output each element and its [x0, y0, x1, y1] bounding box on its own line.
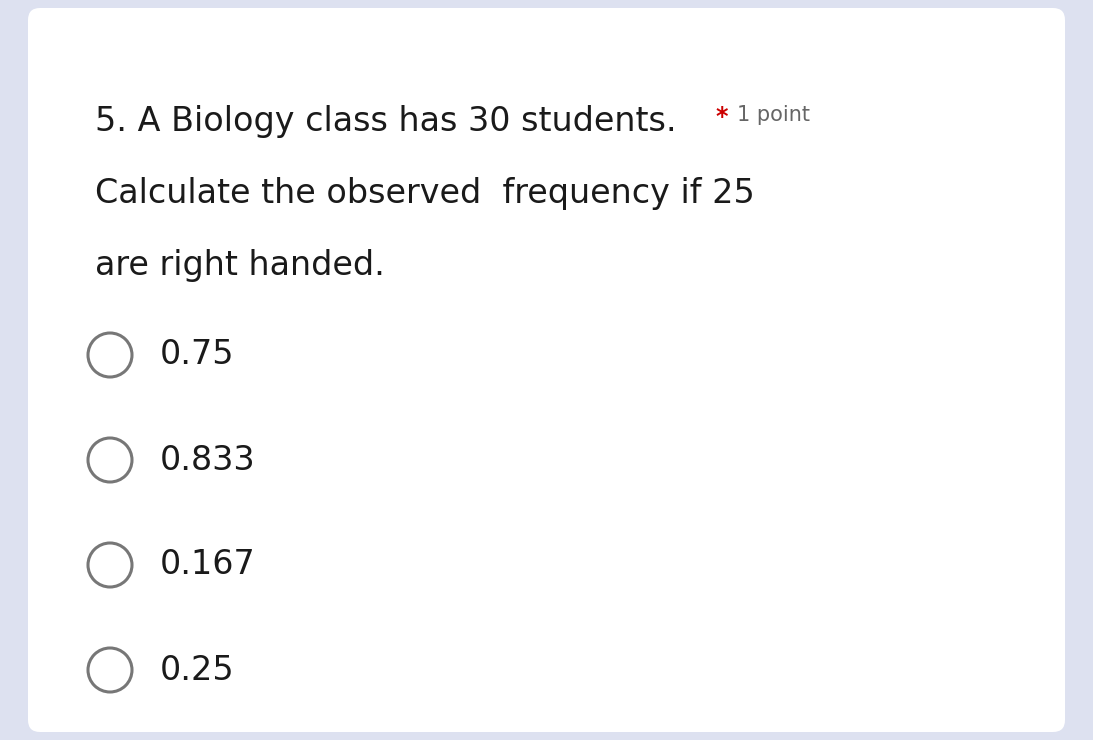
Ellipse shape	[89, 543, 132, 587]
Text: 5. A Biology class has 30 students.: 5. A Biology class has 30 students.	[95, 105, 677, 138]
Text: are right handed.: are right handed.	[95, 249, 385, 282]
Ellipse shape	[89, 333, 132, 377]
Text: 0.75: 0.75	[160, 338, 235, 371]
Text: Calculate the observed  frequency if 25: Calculate the observed frequency if 25	[95, 177, 755, 210]
Ellipse shape	[89, 438, 132, 482]
Text: 0.833: 0.833	[160, 443, 256, 477]
Ellipse shape	[89, 648, 132, 692]
Text: 0.167: 0.167	[160, 548, 256, 582]
Text: *: *	[715, 105, 728, 129]
Text: 1 point: 1 point	[737, 105, 810, 125]
FancyBboxPatch shape	[28, 8, 1065, 732]
Text: 0.25: 0.25	[160, 653, 235, 687]
